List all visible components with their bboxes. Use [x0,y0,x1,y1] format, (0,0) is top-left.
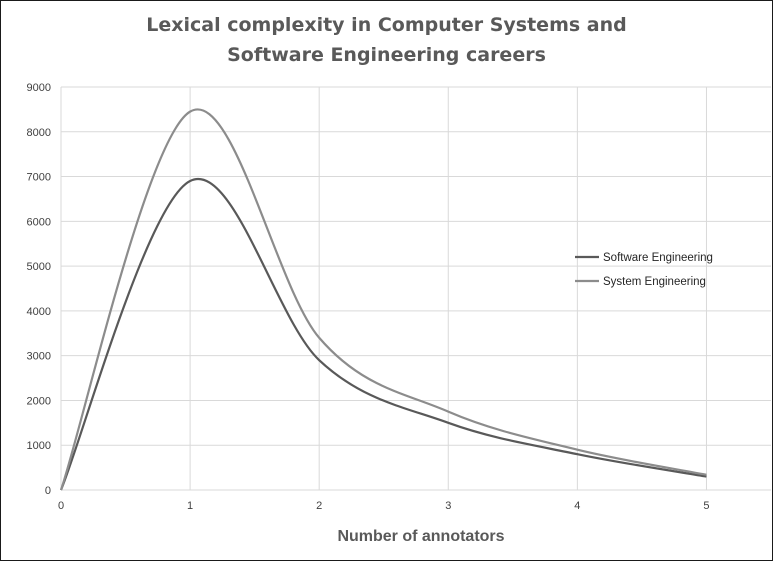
x-tick-label: 3 [445,500,451,512]
series-line-system-engineering [59,108,707,491]
y-tick-label: 5000 [27,261,51,273]
x-tick-label: 4 [574,500,580,512]
legend-label: Software Engineering [603,252,713,264]
x-tick-label: 5 [703,500,709,512]
x-axis-label: Number of annotators [337,528,504,545]
legend: Software Engineering System Engineering [575,252,713,288]
series-line-software-engineering [59,177,707,491]
y-tick-label: 4000 [27,306,51,318]
legend-label: System Engineering [603,276,706,288]
series-lines [59,108,707,491]
x-tick-label: 2 [316,500,322,512]
y-tick-label: 9000 [27,82,51,94]
chart-title: Lexical complexity in Computer Systems a… [0,10,773,70]
chart-title-line-2: Software Engineering careers [227,44,546,66]
y-tick-label: 1000 [27,440,51,452]
x-tick-label: 1 [187,500,193,512]
chart-title-line-1: Lexical complexity in Computer Systems a… [146,14,627,36]
x-tick-label: 0 [58,500,64,512]
y-tick-label: 3000 [27,351,51,363]
y-tick-label: 6000 [27,216,51,228]
grid-lines [60,86,771,491]
x-axis-ticks: 0 1 2 3 4 5 [58,500,710,512]
y-tick-label: 8000 [27,127,51,139]
y-tick-label: 7000 [27,172,51,184]
y-axis-ticks: 0 1000 2000 3000 4000 5000 6000 7000 8000 9000 [27,82,51,497]
y-tick-label: 0 [45,485,51,497]
y-tick-label: 2000 [27,395,51,407]
